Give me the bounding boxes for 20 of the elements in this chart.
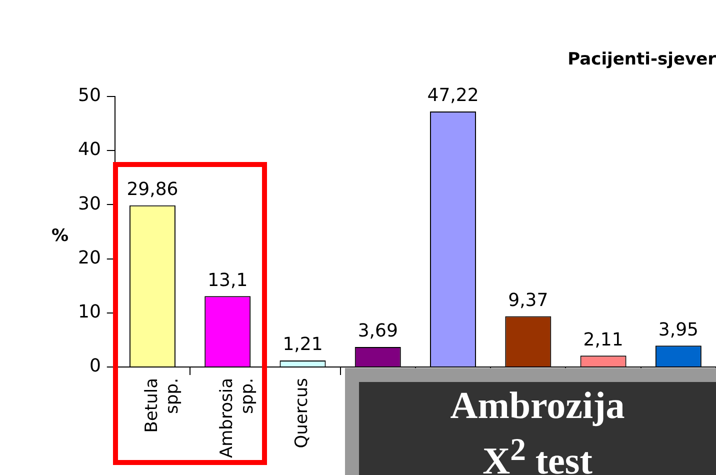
data-label: 3,95 <box>658 319 698 340</box>
y-tick-label: 20 <box>78 247 101 268</box>
x-tick-label: Ambrosia spp. <box>217 378 258 458</box>
data-label: 2,11 <box>583 329 624 350</box>
y-tick-label: 30 <box>78 193 101 214</box>
y-tick-label: 0 <box>89 356 101 377</box>
y-axis-title: % <box>51 226 69 246</box>
x-tick-label: Quercus <box>292 378 312 448</box>
y-tick-label: 50 <box>78 85 101 106</box>
x-tick-label: Betula spp. <box>142 378 182 433</box>
chart-title: Pacijenti-sjever <box>568 50 716 70</box>
caption-panel: Ambrozija X$^{2}$ test <box>345 368 716 475</box>
data-label: 9,37 <box>508 290 548 311</box>
data-label: 13,1 <box>208 270 248 291</box>
y-tick-label: 10 <box>78 302 101 323</box>
data-label: 1,21 <box>282 334 323 356</box>
data-label: 47,22 <box>427 85 479 106</box>
data-label: 29,86 <box>126 179 178 200</box>
y-tick-label: 40 <box>78 139 101 160</box>
data-label: 3,69 <box>358 320 398 342</box>
